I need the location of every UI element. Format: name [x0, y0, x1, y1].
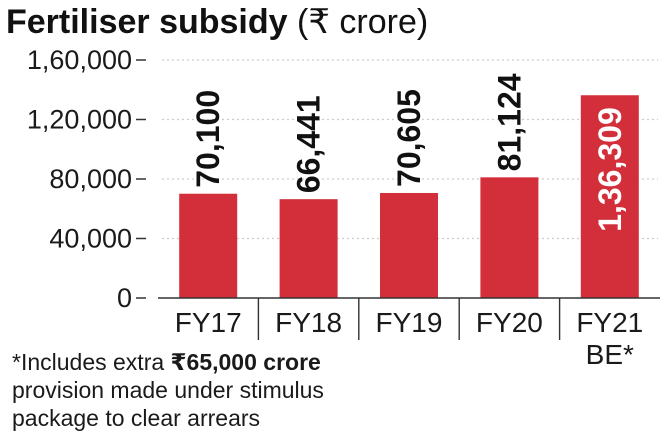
bar-fy20 [480, 177, 539, 298]
bar-fy21 [580, 95, 639, 299]
data-label: 70,100 [190, 90, 226, 188]
y-tick-label: 1,60,000 [27, 45, 132, 75]
bar-fy19 [380, 192, 438, 298]
data-label: 70,605 [391, 89, 427, 187]
footnote-emphasis: ₹65,000 crore [170, 349, 321, 375]
category-label: FY19 [376, 307, 443, 338]
y-tick-label: 0 [117, 283, 132, 313]
category-sublabel: BE* [586, 339, 634, 370]
y-axis-ticks: 0 40,000 80,000 1,20,000 1,60,000 [27, 45, 146, 313]
footnote: *Includes extra ₹65,000 crore provision … [12, 348, 324, 432]
y-tick-label: 80,000 [49, 164, 132, 194]
bar-fy18 [279, 199, 338, 298]
footnote-line-3: package to clear arrears [12, 405, 261, 431]
y-tick-label: 40,000 [49, 224, 132, 254]
category-label: FY21 [576, 307, 643, 338]
data-label: 81,124 [491, 73, 527, 171]
data-label: 66,441 [291, 95, 327, 193]
bars: 70,100 66,441 70,605 81,124 1,36,309 [179, 73, 639, 299]
data-label: 1,36,309 [592, 107, 628, 232]
category-label: FY20 [476, 307, 543, 338]
footnote-line-1: *Includes extra ₹65,000 crore [12, 348, 324, 376]
category-label: FY17 [175, 307, 242, 338]
x-axis [158, 297, 660, 340]
chart-subtitle: (₹ crore) [297, 3, 429, 41]
bar-fy17 [179, 193, 238, 298]
footnote-line-2: provision made under stimulus [12, 377, 324, 403]
chart-title-row: Fertiliser subsidy (₹ crore) [6, 2, 428, 42]
y-tick-label: 1,20,000 [27, 105, 132, 135]
footnote-prefix: *Includes extra [12, 349, 171, 375]
chart-title: Fertiliser subsidy [6, 3, 288, 41]
category-label: FY18 [275, 307, 342, 338]
